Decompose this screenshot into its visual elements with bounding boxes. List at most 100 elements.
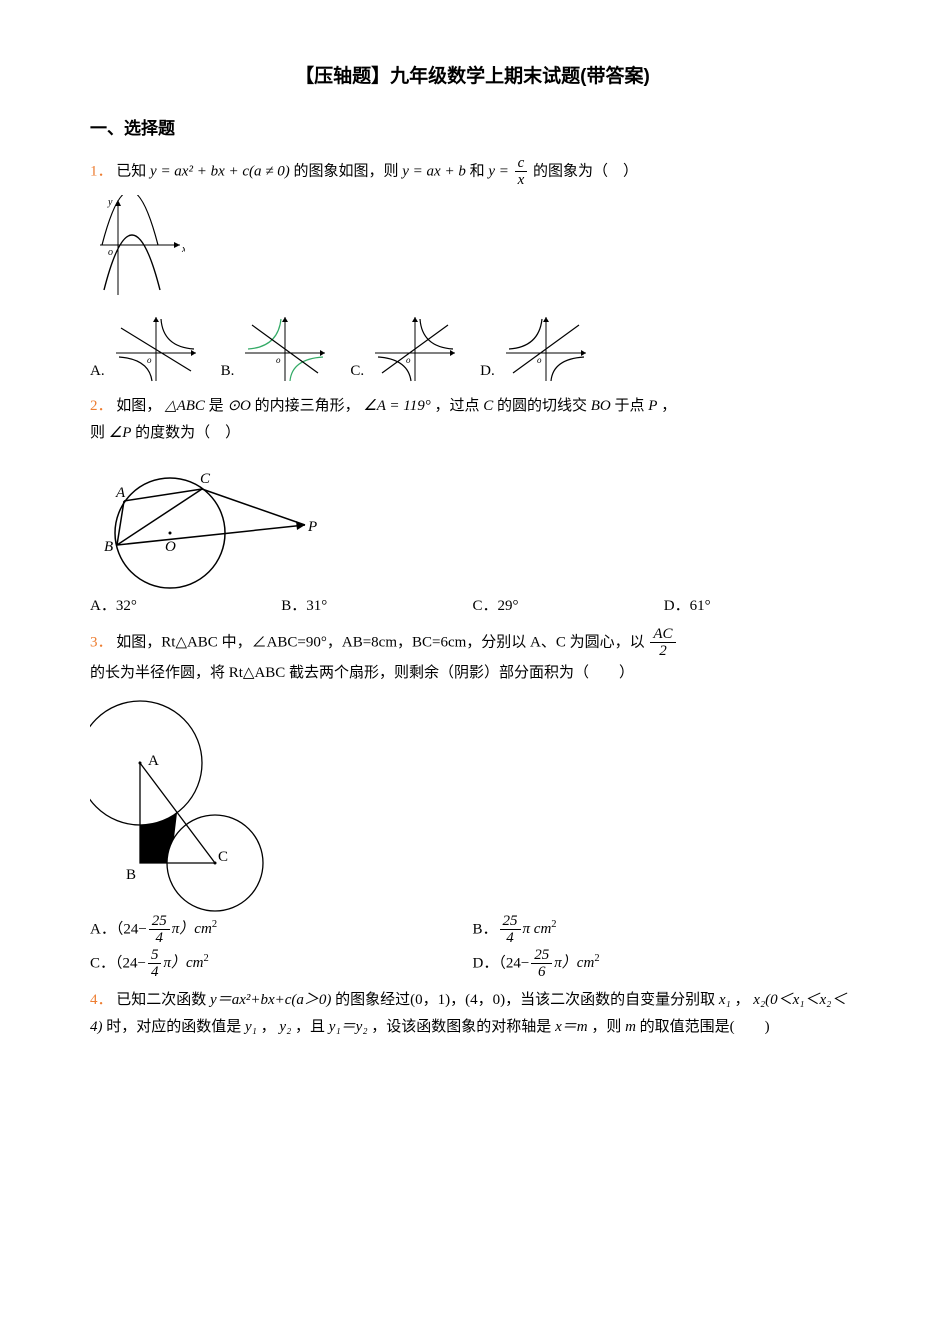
svg-text:o: o: [147, 355, 152, 365]
q3-frac-num: AC: [650, 626, 675, 644]
q1-main-figure: x y o: [90, 195, 855, 305]
q1-choice-B-figure: o: [240, 313, 330, 385]
q3-choice-B: B．254π cm2: [473, 913, 856, 947]
q2-f4: C: [483, 398, 493, 414]
q2-t9: 的度数为（ ）: [135, 425, 240, 441]
q1-choice-D-figure: o: [501, 313, 591, 385]
q3-A-frac: 254: [149, 913, 170, 947]
q2-t1: 如图，: [116, 398, 161, 414]
q3-B-den: 4: [500, 930, 521, 947]
q4-t5: ，: [261, 1019, 276, 1035]
q2-choice-C: C．29°: [473, 593, 664, 620]
q4-t4: 时，对应的函数值是: [106, 1019, 245, 1035]
svg-text:B: B: [126, 867, 136, 883]
q2-f7: ∠P: [109, 425, 132, 441]
q3-C-num: 5: [148, 947, 162, 965]
q1-formula-2: y = ax + b: [402, 163, 466, 179]
q1-text-4: 的图象为（ ）: [533, 163, 638, 179]
q3-t2: 的长为半径作圆，将 Rt△ABC 截去两个扇形，则剩余（阴影）部分面积为（ ）: [90, 665, 634, 681]
q2-t3: 的内接三角形，: [255, 398, 360, 414]
q2-f6: P: [648, 398, 657, 414]
q1-choice-D: D. o: [480, 313, 591, 385]
svg-text:y: y: [107, 197, 113, 208]
q3-D-pre: D．（24−: [473, 955, 530, 971]
q4-t9: 的取值范围是( ): [640, 1019, 770, 1035]
q1-choices: A. o B. o C. o D.: [90, 313, 855, 385]
q3-A-num: 25: [149, 913, 170, 931]
q2-number: 2．: [90, 398, 113, 414]
q1-number: 1．: [90, 163, 113, 179]
svg-text:B: B: [104, 539, 113, 555]
svg-text:A: A: [115, 485, 126, 501]
q2-choices: A．32° B．31° C．29° D．61°: [90, 593, 855, 620]
q3-C-den: 4: [148, 964, 162, 981]
q3-choices: A．（24−254π）cm2 B．254π cm2 C．（24−54π）cm2 …: [90, 913, 855, 981]
q1-label-D: D.: [480, 358, 495, 385]
q2-t6: 于点: [615, 398, 649, 414]
q2-t2: 是: [209, 398, 228, 414]
q1-text-1: 已知: [116, 163, 150, 179]
question-3: 3． 如图，Rt△ABC 中，∠ABC=90°，AB=8cm，BC=6cm，分别…: [90, 626, 855, 687]
q2-t4: ，过点: [434, 398, 483, 414]
q2-f5: BO: [591, 398, 611, 414]
q1-formula-3-pre: y =: [488, 163, 512, 179]
q3-D-den: 6: [531, 964, 552, 981]
q3-D-num: 25: [531, 947, 552, 965]
svg-text:O: O: [165, 539, 176, 555]
q4-f7: x＝m: [555, 1019, 588, 1035]
q4-number: 4．: [90, 992, 113, 1008]
q4-t2: 的图象经过(0，1)，(4，0)，当该二次函数的自变量分别取: [335, 992, 719, 1008]
svg-text:A: A: [148, 753, 159, 769]
svg-text:o: o: [108, 247, 113, 258]
q3-B-num: 25: [500, 913, 521, 931]
svg-text:C: C: [218, 849, 228, 865]
q4-t6: ，且: [295, 1019, 329, 1035]
section-heading-1: 一、选择题: [90, 114, 855, 145]
q3-t1: 如图，Rt△ABC 中，∠ABC=90°，AB=8cm，BC=6cm，分别以 A…: [116, 634, 648, 650]
svg-text:C: C: [200, 471, 211, 487]
q1-label-C: C.: [350, 358, 364, 385]
q3-B-frac: 254: [500, 913, 521, 947]
q4-t7: ，设该函数图象的对称轴是: [371, 1019, 555, 1035]
q3-number: 3．: [90, 634, 113, 650]
q2-t5: 的圆的切线交: [497, 398, 591, 414]
q1-choice-C: C. o: [350, 313, 460, 385]
q3-choice-D: D．（24−256π）cm2: [473, 947, 856, 981]
q1-label-B: B.: [221, 358, 235, 385]
q1-text-3: 和: [470, 163, 489, 179]
q1-text-2: 的图象如图，则: [294, 163, 403, 179]
q2-f3: ∠A = 119°: [363, 398, 430, 414]
q2-choice-A: A．32°: [90, 593, 281, 620]
q4-f6: y₁＝y₂: [329, 1019, 368, 1035]
q4-f1: y＝ax²+bx+c(a＞0): [210, 992, 331, 1008]
q1-frac-cx: cx: [515, 155, 528, 189]
q3-C-frac: 54: [148, 947, 162, 981]
q3-A-post: π）cm2: [172, 921, 217, 937]
q3-A-den: 4: [149, 930, 170, 947]
q4-f2: x₁: [719, 992, 731, 1008]
q1-label-A: A.: [90, 358, 105, 385]
q3-frac-ac2: AC2: [650, 626, 675, 660]
q1-choice-C-figure: o: [370, 313, 460, 385]
svg-text:o: o: [276, 355, 281, 365]
q4-t1: 已知二次函数: [116, 992, 210, 1008]
q4-t3: ，: [735, 992, 750, 1008]
svg-text:P: P: [307, 519, 317, 535]
doc-title: 【压轴题】九年级数学上期末试题(带答案): [90, 60, 855, 94]
q4-f4: y₁: [245, 1019, 257, 1035]
q3-D-post: π）cm2: [554, 955, 599, 971]
q3-B-pre: B．: [473, 921, 498, 937]
question-4: 4． 已知二次函数 y＝ax²+bx+c(a＞0) 的图象经过(0，1)，(4，…: [90, 987, 855, 1041]
q1-choice-A: A. o: [90, 313, 201, 385]
q3-frac-den: 2: [650, 643, 675, 660]
svg-text:x: x: [181, 244, 185, 255]
parabola-figure: x y o: [90, 195, 185, 305]
q3-figure: A B C: [90, 693, 855, 913]
q1-frac-num: c: [515, 155, 528, 173]
q4-f8: m: [625, 1019, 636, 1035]
q2-choice-B: B．31°: [281, 593, 472, 620]
q2-choice-D: D．61°: [664, 593, 855, 620]
q4-f5: y₂: [279, 1019, 291, 1035]
q3-D-frac: 256: [531, 947, 552, 981]
q3-choice-C: C．（24−54π）cm2: [90, 947, 473, 981]
